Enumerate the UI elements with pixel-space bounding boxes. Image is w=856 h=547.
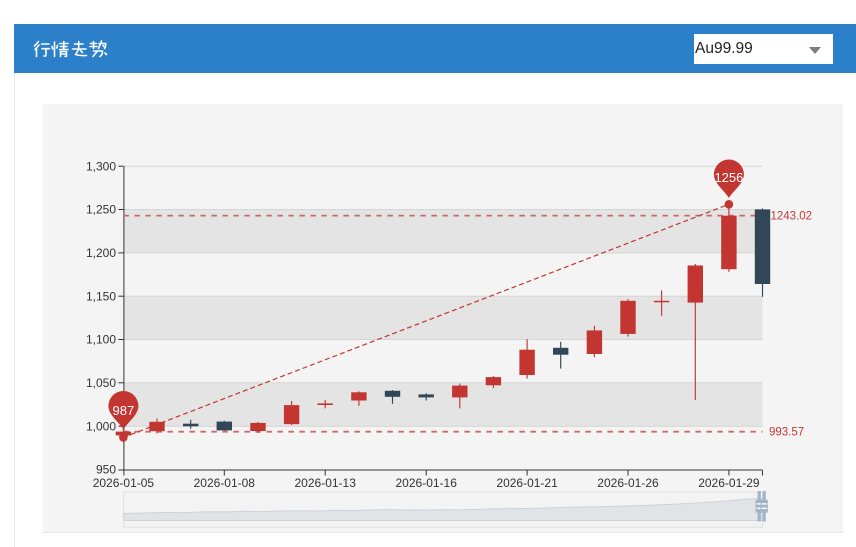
svg-text:1256: 1256: [714, 170, 743, 185]
svg-text:950: 950: [96, 463, 116, 477]
svg-text:2026-01-08: 2026-01-08: [194, 476, 256, 490]
svg-text:1243.02: 1243.02: [771, 211, 813, 223]
svg-text:2026-01-13: 2026-01-13: [295, 476, 357, 490]
svg-text:2026-01-21: 2026-01-21: [496, 476, 558, 490]
svg-text:1,250: 1,250: [86, 203, 116, 217]
svg-text:1,150: 1,150: [86, 289, 116, 303]
svg-text:993.57: 993.57: [769, 427, 804, 439]
svg-text:1,300: 1,300: [86, 159, 116, 173]
svg-text:2026-01-05: 2026-01-05: [93, 476, 155, 490]
svg-text:2026-01-29: 2026-01-29: [698, 476, 760, 490]
svg-text:2026-01-16: 2026-01-16: [396, 476, 458, 490]
svg-text:1,100: 1,100: [86, 333, 116, 347]
svg-text:1,200: 1,200: [86, 246, 116, 260]
svg-text:1,050: 1,050: [86, 376, 116, 390]
svg-text:2026-01-26: 2026-01-26: [597, 476, 659, 490]
svg-text:1,000: 1,000: [86, 419, 116, 433]
svg-text:987: 987: [113, 403, 135, 418]
